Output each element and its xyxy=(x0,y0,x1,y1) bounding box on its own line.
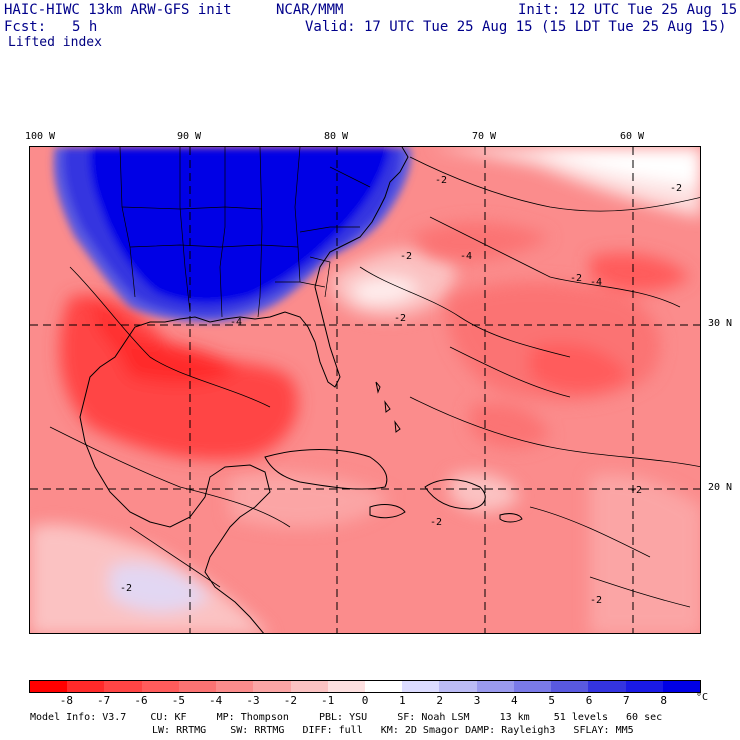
state-borders xyxy=(119,147,371,318)
colorbar-tick-label: -5 xyxy=(171,694,185,707)
colorbar-cell xyxy=(141,681,179,692)
field-name: Lifted index xyxy=(8,35,102,50)
forecast-hours: 5 h xyxy=(72,19,98,35)
map-canvas xyxy=(30,147,700,633)
colorbar-tick-label: 8 xyxy=(660,694,667,707)
contour-label: -2 xyxy=(590,595,603,606)
contour-label: -2 xyxy=(394,313,407,324)
colorbar-cell xyxy=(662,681,700,692)
colorbar-tick-label: 3 xyxy=(473,694,481,707)
contour-label: -2 xyxy=(630,485,643,496)
colorbar-cell xyxy=(104,681,142,692)
latlon-grid xyxy=(30,147,700,633)
colorbar-cell xyxy=(290,681,328,692)
colorbar-tick-label: 4 xyxy=(511,694,518,707)
field-shading-dark xyxy=(59,222,690,460)
colorbar-tick-label: 6 xyxy=(585,694,593,707)
colorbar-tick-label: -3 xyxy=(246,694,260,707)
colorbar-cell xyxy=(551,681,589,692)
lon-label-90w: 90 W xyxy=(176,131,202,142)
contour-label: -2 xyxy=(120,583,133,594)
init-time: Init: 12 UTC Tue 25 Aug 15 xyxy=(518,2,738,18)
colorbar-cell xyxy=(402,681,440,692)
colorbar-cell xyxy=(30,681,68,692)
colorbar-cell xyxy=(364,681,403,692)
colorbar-tick-label: 0 xyxy=(361,694,369,707)
colorbar-tick-label: -6 xyxy=(134,694,148,707)
colorbar-cell xyxy=(513,681,552,692)
colorbar-cell xyxy=(253,681,291,692)
forecast-label: Fcst: xyxy=(4,19,47,35)
colorbar-cell xyxy=(216,681,254,692)
contour-label: -4 xyxy=(230,317,243,328)
model-info-line1: Model Info: V3.7 CU: KF MP: Thompson PBL… xyxy=(30,712,663,723)
model-info-line2: LW: RRTMG SW: RRTMG DIFF: full KM: 2D Sm… xyxy=(152,725,634,736)
lon-label-100w: 100 W xyxy=(24,131,56,142)
valid-time: Valid: 17 UTC Tue 25 Aug 15 (15 LDT Tue … xyxy=(305,19,727,35)
colorbar-cell xyxy=(67,681,105,692)
contour-label: -4 xyxy=(460,251,473,262)
colorbar-tick-label: -8 xyxy=(59,694,73,707)
organization-label: NCAR/MMM xyxy=(276,2,344,18)
lat-label-20n: 20 N xyxy=(708,482,733,493)
lon-label-70w: 70 W xyxy=(471,131,497,142)
colorbar-cell xyxy=(439,681,477,692)
colorbar-tick-label: 7 xyxy=(623,694,630,707)
colorbar-tick-label: -4 xyxy=(209,694,223,707)
lon-label-80w: 80 W xyxy=(323,131,349,142)
colorbar-tick-label: -7 xyxy=(97,694,111,707)
colorbar-cell xyxy=(625,681,663,692)
colorbar-tick-label: 2 xyxy=(436,694,443,707)
colorbar-cell xyxy=(327,681,365,692)
colorbar xyxy=(29,680,701,693)
lon-label-60w: 60 W xyxy=(619,131,645,142)
lat-label-30n: 30 N xyxy=(708,318,733,329)
colorbar-tick-label: -1 xyxy=(321,694,335,707)
coastlines xyxy=(79,147,523,633)
colorbar-cell xyxy=(588,681,626,692)
contour-label: -2 xyxy=(400,251,413,262)
colorbar-tick-label: -2 xyxy=(283,694,297,707)
contour-label: -2 xyxy=(430,517,443,528)
stable-region-us xyxy=(53,147,411,322)
colorbar-tick-label: 1 xyxy=(399,694,406,707)
colorbar-unit: °C xyxy=(696,692,709,703)
contour-label: -2 xyxy=(570,273,583,284)
contour-lines xyxy=(49,156,700,608)
contour-label: -4 xyxy=(590,277,603,288)
contour-label: -2 xyxy=(670,183,683,194)
lifted-index-map: -2 -2 -2 -4 -4 -2 -2 -4 -2 -2 -2 -2 xyxy=(29,146,701,634)
field-shading-light xyxy=(30,147,700,633)
colorbar-tick-label: 5 xyxy=(548,694,555,707)
colorbar-cell xyxy=(178,681,217,692)
colorbar-cell xyxy=(476,681,514,692)
model-title: HAIC-HIWC 13km ARW-GFS init xyxy=(4,2,232,18)
contour-label: -2 xyxy=(435,175,448,186)
